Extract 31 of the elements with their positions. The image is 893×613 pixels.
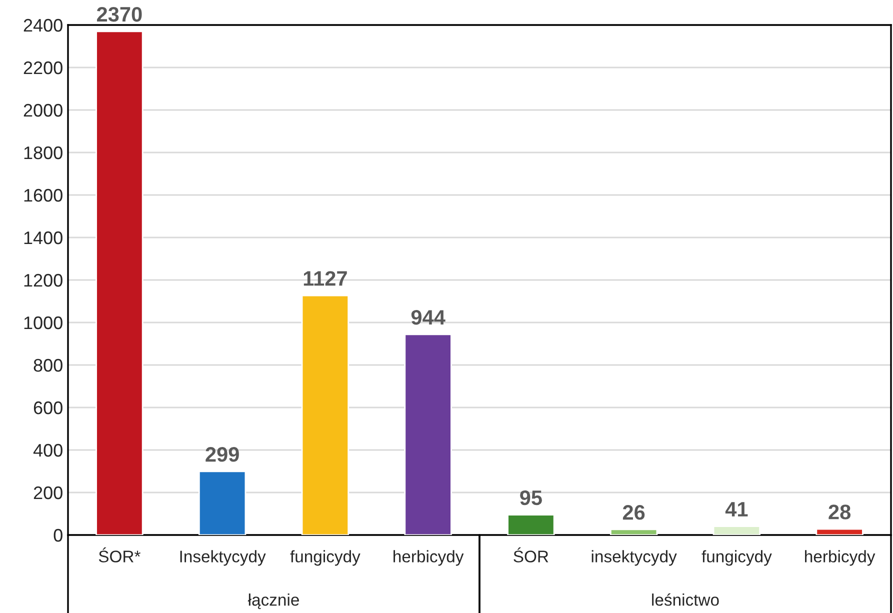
y-tick-label: 2400 <box>24 18 62 32</box>
y-tick-label: 600 <box>34 401 62 414</box>
y-tick-label: 1200 <box>24 274 62 287</box>
data-label: 26 <box>622 505 645 520</box>
y-tick-label: 2200 <box>24 61 62 74</box>
data-label: 2370 <box>96 6 142 22</box>
y-tick-label: 2000 <box>24 104 62 117</box>
x-tick-label: fungicydy <box>702 550 772 566</box>
y-tick-label: 1800 <box>24 146 62 160</box>
y-tick-label: 400 <box>33 444 62 457</box>
y-tick-label: 1000 <box>24 316 62 330</box>
data-label: 1127 <box>304 271 347 286</box>
text: leśnictwo <box>652 593 719 606</box>
x-tick-label: ŚOR <box>514 547 548 562</box>
data-label: 28 <box>828 504 851 520</box>
x-tick-label: herbicydy <box>394 550 464 566</box>
y-tick-label: 800 <box>34 358 62 372</box>
y-tick-label: 200 <box>34 486 62 500</box>
y-tick-label: 1600 <box>24 188 62 202</box>
x-tick-label: Insektycydy <box>180 550 266 566</box>
x-tick-label: ŚOR* <box>98 547 140 562</box>
y-tick-label: 0 <box>54 528 62 542</box>
data-label: 95 <box>520 490 542 506</box>
data-label: 299 <box>206 447 239 462</box>
x-tick-label: fungicydy <box>290 550 360 566</box>
data-label: 41 <box>725 502 748 516</box>
y-tick-label: 1400 <box>24 231 62 244</box>
x-tick-label: herbicydy <box>805 550 876 566</box>
data-label: 944 <box>411 310 446 325</box>
x-tick-label: insektycydy <box>592 550 677 566</box>
text: łącznie <box>248 594 299 610</box>
